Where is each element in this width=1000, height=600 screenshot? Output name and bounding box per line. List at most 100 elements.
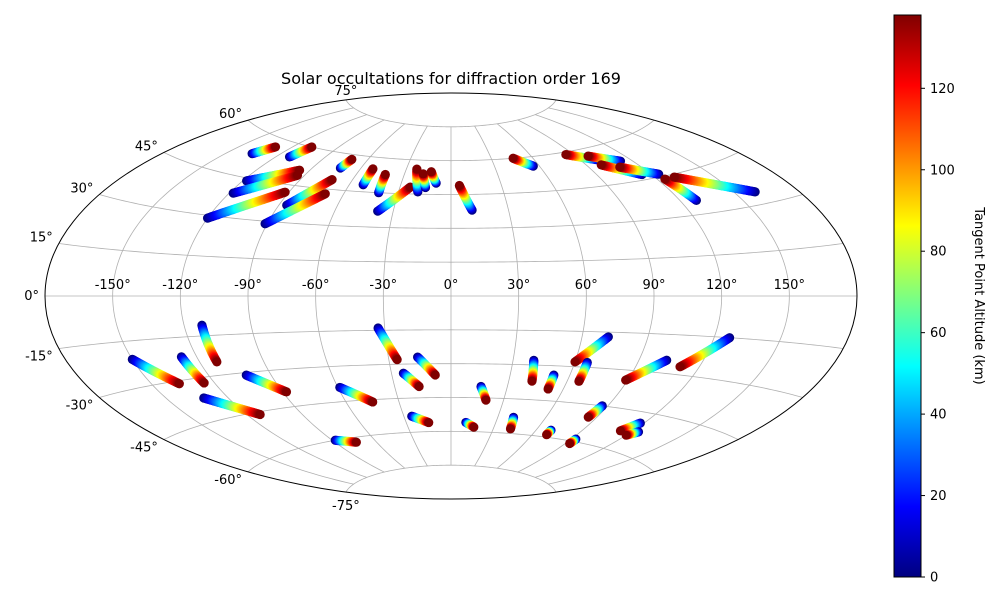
occultation-track-21 (660, 174, 701, 206)
occultation-track-31 (398, 368, 424, 392)
data-point (368, 164, 378, 174)
occultation-track-11 (373, 182, 415, 216)
data-point (583, 412, 593, 422)
longitude-label: 0° (444, 278, 459, 293)
occultation-track-33 (407, 411, 434, 428)
occultation-track-41 (542, 425, 556, 440)
latitude-label: 75° (334, 84, 357, 99)
data-point (543, 384, 553, 394)
colorbar-tick-label: 40 (930, 408, 947, 423)
colorbar: 0 20 40 60 80 100 120 Tangent Point Altitude (… (893, 14, 986, 586)
data-point (280, 187, 290, 197)
latitude-label: -30° (66, 399, 94, 414)
occultation-track-37 (543, 370, 559, 394)
longitude-label: 150° (774, 278, 805, 293)
occultation-track-20 (615, 162, 664, 179)
colorbar-tick-label: 20 (930, 489, 947, 504)
colorbar-tick-label: 80 (930, 245, 947, 260)
latitude-label: 45° (135, 140, 158, 155)
occultation-track-34 (476, 381, 491, 405)
longitude-label: 90° (642, 278, 665, 293)
occultation-track-15 (454, 180, 477, 215)
data-point (292, 170, 303, 180)
longitude-label: 60° (575, 278, 598, 293)
data-point (508, 153, 518, 163)
occultation-track-22 (669, 172, 760, 197)
colorbar-tick-label: 100 (930, 163, 955, 178)
longitude-label: -150° (95, 278, 131, 293)
longitude-label: -90° (234, 278, 262, 293)
data-point (347, 154, 357, 164)
latitude-label: -45° (130, 441, 158, 456)
occultation-track-40 (574, 357, 592, 386)
data-point (660, 174, 670, 184)
latitude-label: 0° (24, 289, 39, 304)
data-point (270, 142, 281, 152)
longitude-label: 30° (507, 278, 530, 293)
longitude-tick-labels: -150° -120° -90° -60° -30° 0° 30° 60° 90° 120° 150… (95, 278, 805, 293)
data-point (405, 182, 415, 192)
data-point (481, 395, 491, 405)
data-point (320, 189, 330, 199)
occultation-track-42 (583, 401, 607, 422)
occultation-track-36 (527, 355, 539, 386)
occultation-track-07 (260, 189, 330, 229)
data-point (380, 169, 390, 180)
colorbar-label: Tangent Point Altitude (km) (971, 206, 986, 384)
occultation-track-04 (228, 170, 303, 198)
latitude-label: -75° (332, 499, 360, 514)
data-point (570, 357, 580, 367)
latitude-label: 15° (30, 231, 53, 246)
occultation-track-28 (335, 382, 378, 407)
longitude-label: -120° (162, 278, 198, 293)
colorbar-tick-label: 120 (930, 82, 955, 97)
data-point (327, 175, 337, 185)
colorbar-gradient (893, 14, 922, 578)
chart-title: Solar occultations for diffraction order… (281, 69, 621, 88)
data-point (255, 409, 265, 420)
parallel-line (247, 119, 655, 162)
data-point (615, 162, 625, 172)
parallel-line (58, 329, 844, 349)
occultation-track-26 (199, 393, 265, 420)
data-point (174, 379, 184, 389)
data-point (505, 424, 516, 434)
latitude-label: -15° (25, 350, 53, 365)
occultation-track-27 (241, 370, 292, 397)
occultation-track-02 (284, 142, 317, 162)
data-point (414, 381, 424, 392)
colorbar-tick-label: 60 (930, 326, 947, 341)
data-point (307, 142, 317, 152)
data-point (565, 438, 575, 449)
data-point (418, 169, 428, 179)
data-point (469, 422, 479, 432)
parallel-line (345, 99, 557, 128)
graticule (45, 99, 857, 493)
data-point (561, 149, 571, 160)
occultation-track-08 (335, 154, 357, 173)
data-point (412, 164, 422, 174)
data-point (583, 151, 593, 161)
data-point (430, 370, 440, 380)
occultation-track-29 (330, 435, 361, 447)
data-point (574, 376, 584, 386)
occultation-track-43 (621, 355, 672, 385)
occultation-track-14 (426, 167, 441, 188)
data-point (199, 378, 209, 388)
data-point (426, 167, 436, 177)
longitude-label: -30° (369, 278, 397, 293)
latitude-label: 60° (219, 107, 242, 122)
colorbar-ticks: 0 20 40 60 80 100 120 (921, 82, 955, 586)
data-point (527, 376, 537, 386)
occultation-track-39 (570, 332, 613, 367)
map-boundary (44, 92, 858, 500)
data-point (454, 180, 464, 191)
data-point (621, 375, 631, 385)
data-point (281, 387, 292, 397)
data-point (392, 355, 402, 365)
latitude-tick-labels: -75° -60° -45° -30° -15° 0° 15° 30° 45° 60° 75° (24, 84, 360, 514)
latitude-label: 30° (70, 182, 93, 197)
data-point (542, 430, 552, 440)
data-point (368, 397, 378, 407)
